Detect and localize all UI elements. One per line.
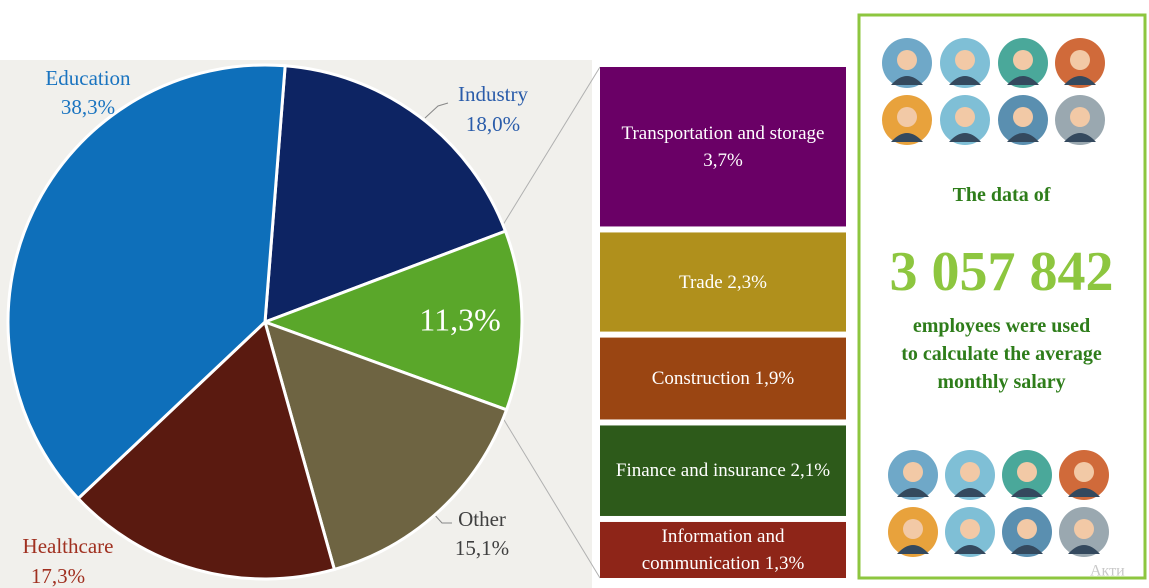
icon-face [897,50,917,70]
slice-value-label: 11,3% [419,301,500,337]
pie-slice [263,64,508,325]
breakdown-value-label: 2,3% [727,271,767,293]
icons [882,38,1109,557]
breakdown-text: Finance and insurance 2,1% [608,457,838,484]
icon-face [1013,107,1033,127]
breakdown-bar [600,425,846,516]
info-intro: The data of [952,184,1051,206]
info-count: 3 057 842 [889,241,1114,303]
slice-name: Other [458,507,506,531]
breakdown-category: Trade [679,271,723,293]
leader-line [497,66,601,234]
icon-body [1007,133,1039,142]
slice-value-label: 38,3% [61,95,115,119]
icon-face [1070,50,1090,70]
breakdown-text: Trade 2,3% [608,269,838,296]
icon-body [949,76,981,85]
breakdown-bar [600,521,846,578]
icon-body [897,545,929,554]
breakdown-category: Transportation and storage [621,122,825,144]
icon-face [1074,462,1094,482]
breakdown-bar [600,232,846,332]
breakdown-label: Construction 1,9% [600,338,846,420]
pie-slice [260,229,524,412]
breakdown-value-label: 1,9% [754,368,795,390]
slice-value-label: 17,3% [31,564,85,588]
icon-body [1064,133,1096,142]
breakdown-text: Information and communication 1,3% [618,523,828,577]
breakdown-text: Transportation and storage 3,7% [613,120,833,174]
breakdown-text: Construction 1,9% [608,365,838,392]
icon-body [891,76,923,85]
icon-body [1007,76,1039,85]
breakdown-label: Trade 2,3% [600,232,846,331]
slice-value-label: 18,0% [466,112,520,136]
icon-face [955,50,975,70]
icon-body [891,133,923,142]
icon-body [1011,488,1043,497]
breakdown-category: Finance and insurance [615,460,786,482]
icon-face [1070,107,1090,127]
icon-body [1011,545,1043,554]
icon-body [1064,76,1096,85]
slice-name: Healthcare [23,534,114,558]
icon-body [1068,545,1100,554]
breakdown-value-label: 2,1% [790,460,831,482]
icon-face [1017,462,1037,482]
slice-name: Education [45,66,131,90]
icon-face [960,519,980,539]
info-line: monthly salary [937,371,1066,393]
info-line: employees were used [912,315,1091,337]
icon-face [955,107,975,127]
breakdown-category: Construction [651,368,750,390]
icon-face [1017,519,1037,539]
breakdown-value-label: 1,3% [764,552,805,574]
breakdown-label: Finance and insurance 2,1% [600,425,846,516]
icon-body [897,488,929,497]
breakdown-label: Transportation and storage 3,7% [600,67,846,226]
breakdown-label: Information and communication 1,3% [600,522,846,578]
leader-line [497,409,601,579]
breakdown-category: Information and communication [641,525,785,574]
icon-body [949,133,981,142]
info-text: employees were used to calculate the ave… [858,312,1145,396]
icon-face [903,462,923,482]
breakdown-bar [600,67,846,227]
icon-face [903,519,923,539]
pie-slice [76,319,337,581]
icon-face [1013,50,1033,70]
pie-slice [6,63,287,501]
icon-face [897,107,917,127]
icon-body [954,545,986,554]
icon-body [954,488,986,497]
info-line: to calculate the average [901,343,1102,365]
slice-name: Industry [458,82,528,106]
pie-slice [262,319,509,572]
icon-body [1068,488,1100,497]
watermark: Акти [1090,563,1125,580]
leader-line [424,102,449,119]
icon-face [960,462,980,482]
breakdown-value-label: 3,7% [703,149,743,171]
icon-face [1074,519,1094,539]
slice-value-label: 15,1% [455,536,509,560]
breakdown-bar [600,337,846,420]
